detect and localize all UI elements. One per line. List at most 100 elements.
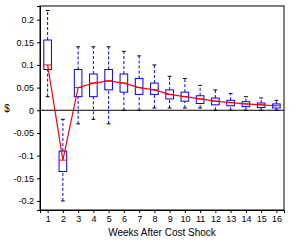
x-tick: 10 [180, 210, 190, 224]
x-tick-mark [139, 210, 140, 213]
box [120, 51, 128, 110]
whisker-cap [183, 78, 187, 79]
y-tick: 0.2 [21, 15, 40, 25]
upper-whisker [108, 47, 109, 70]
x-tick: 1 [46, 210, 51, 224]
chart: 12345678910111213141516-0.2-0.15-0.1-0.0… [0, 0, 290, 240]
upper-whisker [245, 97, 246, 102]
whisker-cap [76, 123, 80, 124]
x-tick-label: 5 [107, 214, 112, 224]
x-tick-label: 14 [241, 214, 251, 224]
lower-whisker [215, 105, 216, 110]
x-tick-mark [154, 210, 155, 213]
y-tick: 0.15 [16, 38, 40, 48]
x-tick-mark [276, 210, 277, 213]
x-tick-mark [185, 210, 186, 213]
x-tick: 14 [241, 210, 251, 224]
x-tick-label: 2 [61, 214, 66, 224]
x-tick-label: 16 [272, 214, 282, 224]
whisker-cap [274, 110, 278, 111]
x-tick-label: 13 [226, 214, 236, 224]
upper-whisker [169, 76, 170, 90]
whisker-cap [244, 96, 248, 97]
y-tick-label: 0.1 [21, 60, 34, 70]
x-tick: 9 [168, 210, 173, 224]
whisker-cap [244, 110, 248, 111]
y-tick-label: 0.2 [21, 15, 34, 25]
upper-whisker [154, 65, 155, 83]
zero-line [40, 110, 284, 111]
x-tick-mark [215, 210, 216, 213]
x-axis: 12345678910111213141516 [41, 210, 285, 224]
box [196, 85, 204, 108]
x-tick-mark [124, 210, 125, 213]
whisker-cap [122, 51, 126, 52]
y-tick: -0.05 [13, 128, 40, 138]
x-tick: 5 [107, 210, 112, 224]
upper-whisker [123, 51, 124, 74]
y-tick-mark [37, 178, 40, 179]
box-body [74, 69, 82, 96]
box-body [105, 69, 113, 89]
upper-whisker [62, 119, 63, 151]
whisker-cap [213, 89, 217, 90]
x-tick-label: 7 [137, 214, 142, 224]
whisker-cap [259, 98, 263, 99]
x-tick-label: 11 [196, 214, 205, 224]
median-line [48, 65, 277, 160]
upper-whisker [276, 100, 277, 104]
whisker-cap [168, 76, 172, 77]
box [151, 65, 159, 108]
x-tick-label: 6 [122, 214, 127, 224]
whisker-cap [107, 46, 111, 47]
whisker-cap [198, 85, 202, 86]
y-tick-mark [37, 65, 40, 66]
upper-whisker [78, 47, 79, 70]
whisker-cap [46, 96, 50, 97]
lower-whisker [200, 103, 201, 108]
lower-whisker [93, 97, 94, 120]
y-tick-label: -0.2 [18, 196, 34, 206]
whisker-cap [274, 100, 278, 101]
x-tick-mark [231, 210, 232, 213]
box-body [151, 83, 159, 94]
box-body [59, 151, 67, 171]
whisker-cap [198, 108, 202, 109]
upper-whisker [230, 93, 231, 100]
plot: 12345678910111213141516-0.2-0.15-0.1-0.0… [13, 6, 284, 224]
upper-whisker [261, 98, 262, 103]
x-tick-mark [246, 210, 247, 213]
x-tick-label: 15 [257, 214, 267, 224]
upper-whisker [184, 79, 185, 93]
x-tick: 12 [211, 210, 221, 224]
whisker-cap [107, 123, 111, 124]
lower-whisker [139, 94, 140, 110]
x-tick-label: 8 [152, 214, 157, 224]
y-tick-label: -0.05 [13, 128, 34, 138]
lower-whisker [154, 94, 155, 108]
x-tick: 11 [196, 210, 205, 224]
x-tick-label: 4 [91, 214, 96, 224]
y-axis-line [37, 7, 41, 211]
y-tick-mark [37, 20, 40, 21]
box [135, 56, 143, 110]
lower-whisker [123, 92, 124, 110]
whisker-cap [61, 119, 65, 120]
x-tick-mark [78, 210, 79, 213]
lower-whisker [47, 69, 48, 96]
x-tick: 3 [76, 210, 81, 224]
lower-whisker [245, 107, 246, 111]
y-tick: -0.1 [18, 151, 40, 161]
x-tick-mark [109, 210, 110, 213]
y-tick: 0.1 [21, 60, 40, 70]
marks [40, 11, 284, 201]
y-tick-mark [37, 156, 40, 157]
whisker-cap [61, 200, 65, 201]
y-tick: -0.2 [18, 196, 40, 206]
y-tick: -0.15 [13, 174, 40, 184]
whisker-cap [168, 108, 172, 109]
box [74, 47, 82, 124]
plot-frame [40, 6, 284, 210]
x-tick: 8 [152, 210, 157, 224]
whisker-cap [122, 110, 126, 111]
